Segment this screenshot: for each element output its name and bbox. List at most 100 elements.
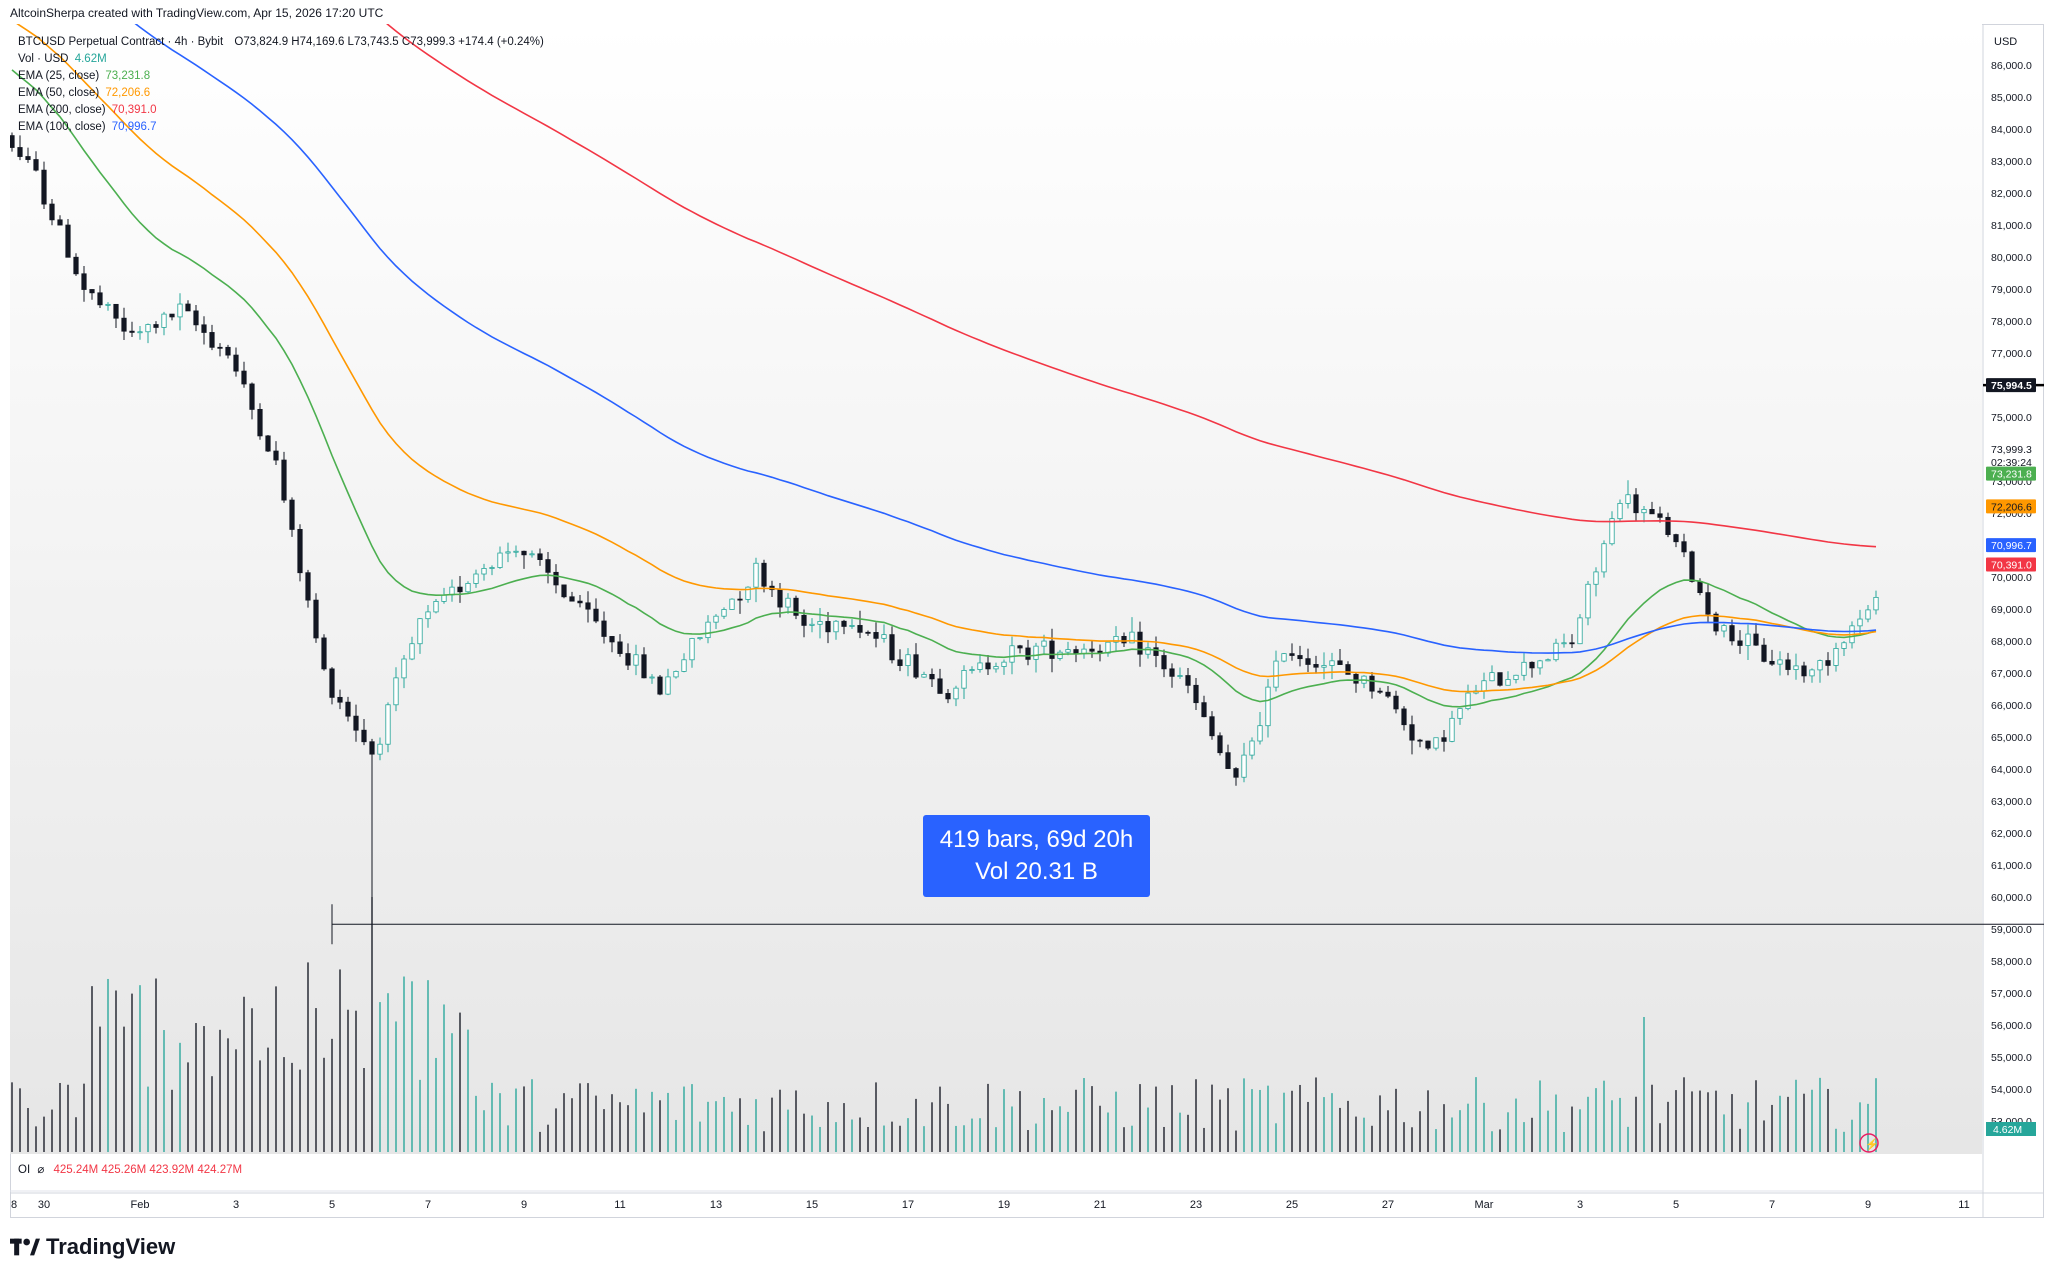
candle-body [1281, 653, 1287, 662]
volume-bar [131, 993, 133, 1152]
candle-body [969, 669, 975, 671]
candle-body [1769, 660, 1775, 665]
price-tick-label: 83,000.0 [1991, 156, 2032, 168]
candle-body [1289, 653, 1295, 656]
candle-body [1369, 675, 1375, 692]
measure-volume: Vol 20.31 B [975, 858, 1098, 885]
candle-body [1737, 640, 1743, 646]
candle-body [1577, 617, 1583, 645]
legend-ema200-row[interactable]: EMA (200, close) 70,391.0 [18, 102, 544, 119]
volume-bar [1835, 1128, 1837, 1152]
candle-body [1681, 541, 1687, 553]
candle-body [1433, 737, 1439, 749]
legend-ema50-value: 72,206.6 [105, 87, 151, 99]
volume-bar [1283, 1092, 1285, 1152]
volume-bar [1499, 1129, 1501, 1152]
candle-body [417, 618, 423, 645]
legend-volume-row[interactable]: Vol · USD 4.62M [18, 51, 544, 68]
legend-symbol: BTCUSD Perpetual Contract · 4h · Bybit [18, 36, 224, 48]
volume-bar [931, 1102, 933, 1152]
candle-body [1257, 725, 1263, 742]
price-tag-label[interactable]: 70,996.7 [1991, 540, 2032, 552]
volume-bar [771, 1097, 773, 1152]
legend-ema25-row[interactable]: EMA (25, close) 73,231.8 [18, 68, 544, 85]
candle-body [753, 562, 759, 588]
volume-bar [1531, 1117, 1533, 1152]
legend-ema100-row[interactable]: EMA (100, close) 70,996.7 [18, 119, 544, 136]
price-tag-bg [1986, 442, 2036, 457]
time-tick-label: 9 [521, 1199, 527, 1211]
candle-body [1689, 551, 1695, 582]
volume-bar [787, 1109, 789, 1152]
price-tag-bg [1986, 557, 2036, 572]
candle-body [1833, 648, 1839, 666]
candle-body [1825, 660, 1831, 666]
volume-bar [587, 1083, 589, 1152]
legend-symbol-row[interactable]: BTCUSD Perpetual Contract · 4h · Bybit O… [18, 34, 544, 51]
volume-bar [1259, 1089, 1261, 1152]
price-tag-label[interactable]: 73,231.8 [1991, 469, 2032, 481]
price-tick-label: 61,000.0 [1991, 860, 2032, 872]
oi-settings-icon[interactable]: ⌀ [37, 1164, 45, 1176]
candle-body [865, 631, 871, 634]
candle-body [1777, 659, 1783, 665]
price-tag-label[interactable]: 72,206.6 [1991, 501, 2032, 513]
volume-bar [1395, 1088, 1397, 1152]
volume-bar [539, 1131, 541, 1152]
currency-label[interactable]: USD [1994, 36, 2018, 48]
price-tick-label: 64,000.0 [1991, 764, 2032, 776]
volume-bar [331, 1038, 333, 1152]
volume-bar [883, 1125, 885, 1152]
time-tick-label: 11 [614, 1199, 625, 1211]
volume-bar [1659, 1123, 1661, 1152]
price-tick-label: 81,000.0 [1991, 220, 2032, 232]
volume-bar [1603, 1080, 1605, 1152]
candle-body [1297, 655, 1303, 660]
volume-bar [1187, 1114, 1189, 1152]
volume-bar [1155, 1086, 1157, 1152]
candle-body [673, 671, 679, 678]
price-tag-label[interactable]: 70,391.0 [1991, 559, 2032, 571]
price-tag-label[interactable]: 73,999.3 [1991, 444, 2032, 456]
volume-bar [1331, 1093, 1333, 1152]
candle-body [537, 553, 543, 561]
candle-body [41, 169, 47, 205]
volume-bar [675, 1119, 677, 1152]
candle-body [1609, 518, 1615, 545]
candle-body [1185, 675, 1191, 686]
candle-body [1233, 768, 1239, 778]
volume-bar [1131, 1125, 1133, 1152]
candle-body [1305, 658, 1311, 665]
candle-body [625, 653, 631, 666]
candle-body [905, 654, 911, 666]
candle-body [73, 256, 79, 275]
candle-body [481, 568, 487, 575]
volume-bar [547, 1124, 549, 1152]
price-tick-label: 69,000.0 [1991, 604, 2032, 616]
candle-body [1137, 631, 1143, 655]
plot-background[interactable] [10, 24, 1982, 1154]
oi-legend[interactable]: OI ⌀ 425.24M 425.26M 423.92M 424.27M [18, 1162, 242, 1176]
volume-bar [915, 1098, 917, 1152]
candle-body [1009, 645, 1015, 663]
candle-body [1177, 675, 1183, 677]
price-tick-label: 62,000.0 [1991, 828, 2032, 840]
volume-bar [963, 1125, 965, 1152]
volume-bar [1027, 1130, 1029, 1152]
candle-body [513, 550, 519, 553]
volume-bar [1547, 1110, 1549, 1152]
candle-body [881, 634, 887, 639]
candle-body [217, 346, 223, 349]
volume-bar [1403, 1122, 1405, 1152]
price-tag-label[interactable]: 75,994.5 [1991, 380, 2032, 392]
tradingview-logo[interactable]: TradingView [10, 1234, 175, 1260]
chart-canvas[interactable]: 86,000.0 85,000.0 84,000.0 83,000.0 82,000.0… [10, 24, 2044, 1218]
legend-ema50-row[interactable]: EMA (50, close) 72,206.6 [18, 85, 544, 102]
volume-bar [139, 985, 141, 1152]
candle-body [737, 598, 743, 601]
legend-ema50-label: EMA (50, close) [18, 87, 100, 99]
volume-bar [1371, 1125, 1373, 1152]
volume-bar [1787, 1096, 1789, 1152]
volume-bar [651, 1091, 653, 1152]
alert-icon[interactable] [1859, 1133, 1879, 1153]
